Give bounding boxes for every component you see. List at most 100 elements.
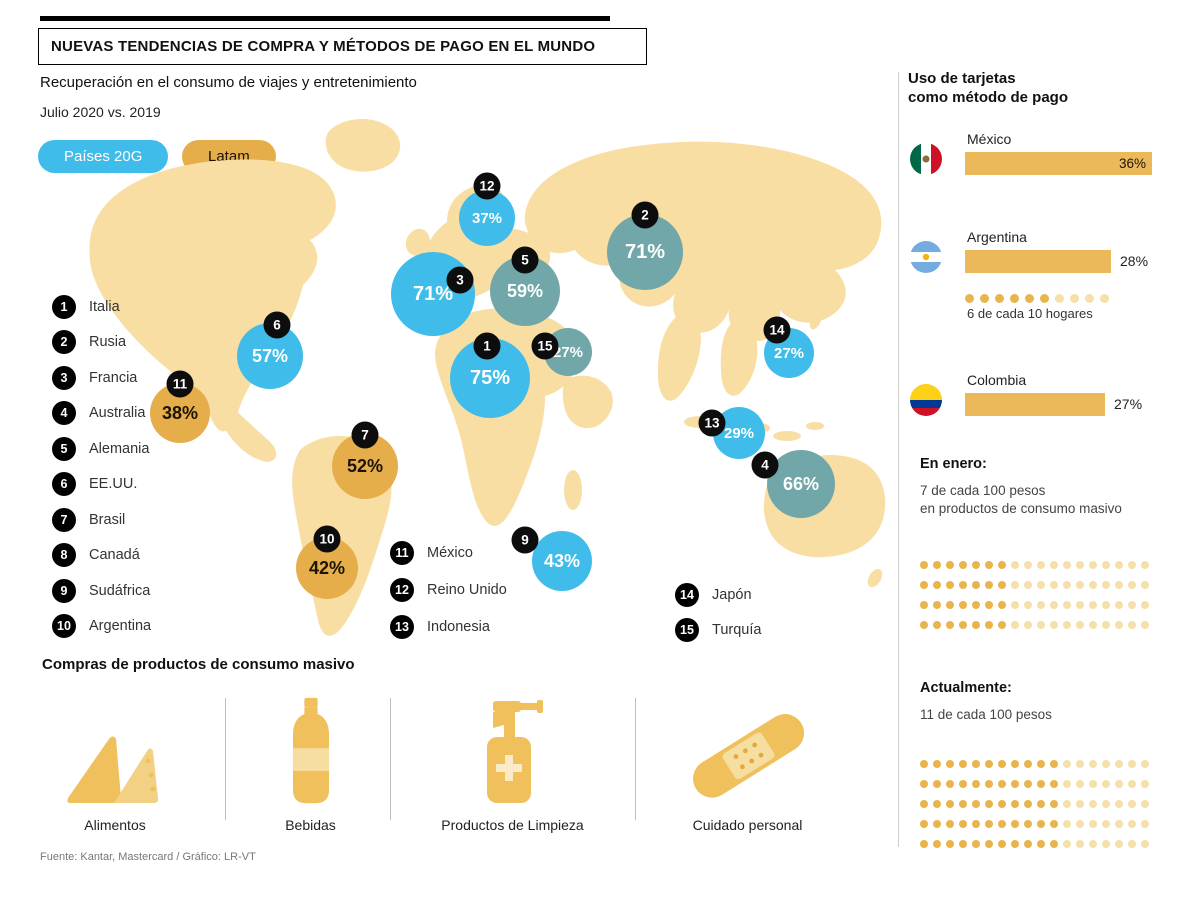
page-title: NUEVAS TENDENCIAS DE COMPRA Y MÉTODOS DE… (38, 28, 647, 65)
product-label: Cuidado personal (692, 817, 803, 833)
peso-dot (1024, 840, 1032, 848)
peso-dot (998, 840, 1006, 848)
spray-icon (405, 695, 620, 807)
peso-dot (933, 581, 941, 589)
list-rank-badge: 7 (52, 507, 76, 532)
product-label: Alimentos (84, 817, 146, 833)
peso-dot (1050, 621, 1058, 629)
peso-dot (933, 840, 941, 848)
enero-title: En enero: (920, 456, 987, 472)
sidebar-title-line1: Uso de tarjetas (908, 70, 1016, 87)
peso-dot (1050, 760, 1058, 768)
period-label: Julio 2020 vs. 2019 (40, 104, 161, 120)
peso-dot (972, 561, 980, 569)
product-separator (635, 698, 636, 820)
peso-dot (972, 800, 980, 808)
sidebar-title-line2: como método de pago (908, 89, 1069, 106)
peso-dot (1050, 581, 1058, 589)
country-list-item-italia: 1 Italia (52, 289, 151, 325)
country-label: Reino Unido (427, 581, 507, 598)
peso-dot (1076, 780, 1084, 788)
peso-dot (920, 760, 928, 768)
peso-dot (1102, 800, 1110, 808)
peso-dot (985, 561, 993, 569)
household-dot (1085, 294, 1094, 303)
product-productos-de-limpieza: Productos de Limpieza (405, 695, 620, 845)
australia-shape (763, 455, 886, 558)
peso-dot (1024, 601, 1032, 609)
country-list-item-alemania: 5 Alemania (52, 431, 151, 467)
country-list-left: 1 Italia 2 Rusia 3 Francia 4 Australia 5 Alemania… (52, 289, 151, 644)
dot-grid-row (920, 596, 1154, 616)
country-list-item-indonesia: 13 Indonesia (390, 608, 507, 645)
product-label: Bebidas (285, 817, 336, 833)
peso-dot (985, 601, 993, 609)
peso-dot (1011, 561, 1019, 569)
peso-dot (972, 621, 980, 629)
list-rank-badge: 10 (52, 614, 76, 639)
usage-bar-colombia (965, 393, 1105, 416)
peso-dot (972, 820, 980, 828)
top-rule (40, 16, 610, 21)
peso-dot (959, 800, 967, 808)
peso-dot (1037, 760, 1045, 768)
peso-dot (933, 780, 941, 788)
product-separator (225, 698, 226, 820)
peso-dot (1102, 760, 1110, 768)
country-list-item-australia: 4 Australia (52, 396, 151, 432)
peso-dot (972, 840, 980, 848)
japan-shape (815, 280, 835, 310)
indonesia-shape (684, 416, 716, 428)
bar-country-colombia: Colombia (967, 372, 1027, 388)
dot-grid-row (920, 616, 1154, 636)
peso-dot (933, 601, 941, 609)
country-list-item-francia: 3 Francia (52, 360, 151, 396)
peso-dot (1063, 581, 1071, 589)
peso-dot (920, 561, 928, 569)
dot-grid-row (920, 755, 1154, 775)
peso-dot (959, 780, 967, 788)
peso-dot (1128, 800, 1136, 808)
peso-dot (1102, 840, 1110, 848)
peso-dot (1011, 760, 1019, 768)
peso-dot (933, 820, 941, 828)
peso-dot (1102, 601, 1110, 609)
peso-dot (1063, 840, 1071, 848)
peso-dot (1076, 561, 1084, 569)
peso-dot (946, 820, 954, 828)
bar-value-argentina: 28% (1120, 253, 1149, 269)
country-label: Indonesia (427, 618, 490, 635)
legend-pill-paises-20g: Países 20G (38, 140, 169, 173)
peso-dot (1115, 820, 1123, 828)
product-label: Productos de Limpieza (441, 817, 584, 833)
peso-dot (1076, 840, 1084, 848)
peso-dot (1089, 601, 1097, 609)
peso-dot (1128, 621, 1136, 629)
peso-dot (920, 581, 928, 589)
peso-dot (998, 760, 1006, 768)
peso-dot (1115, 780, 1123, 788)
household-dot (1100, 294, 1109, 303)
country-label: Rusia (89, 334, 127, 351)
country-label: Sudáfrica (89, 582, 151, 599)
household-dot (1070, 294, 1079, 303)
argentina-flag-icon (910, 241, 942, 273)
peso-dot (1141, 840, 1149, 848)
product-bebidas: Bebidas (243, 695, 378, 845)
peso-dot (998, 621, 1006, 629)
usage-bar-argentina (965, 250, 1111, 273)
actualmente-title: Actualmente: (920, 680, 1012, 696)
peso-dot (1011, 780, 1019, 788)
sidebar-divider (898, 72, 899, 847)
country-label: Australia (89, 405, 146, 422)
dot-grid-row (920, 815, 1154, 835)
household-dot (965, 294, 974, 303)
country-list-item-argentina: 10 Argentina (52, 609, 151, 645)
country-label: Alemania (89, 440, 150, 457)
south-america-shape (292, 436, 392, 636)
peso-dot (972, 581, 980, 589)
country-label: Francia (89, 369, 138, 386)
household-dot (1040, 294, 1049, 303)
peso-dot (1141, 561, 1149, 569)
peso-dot (1089, 561, 1097, 569)
